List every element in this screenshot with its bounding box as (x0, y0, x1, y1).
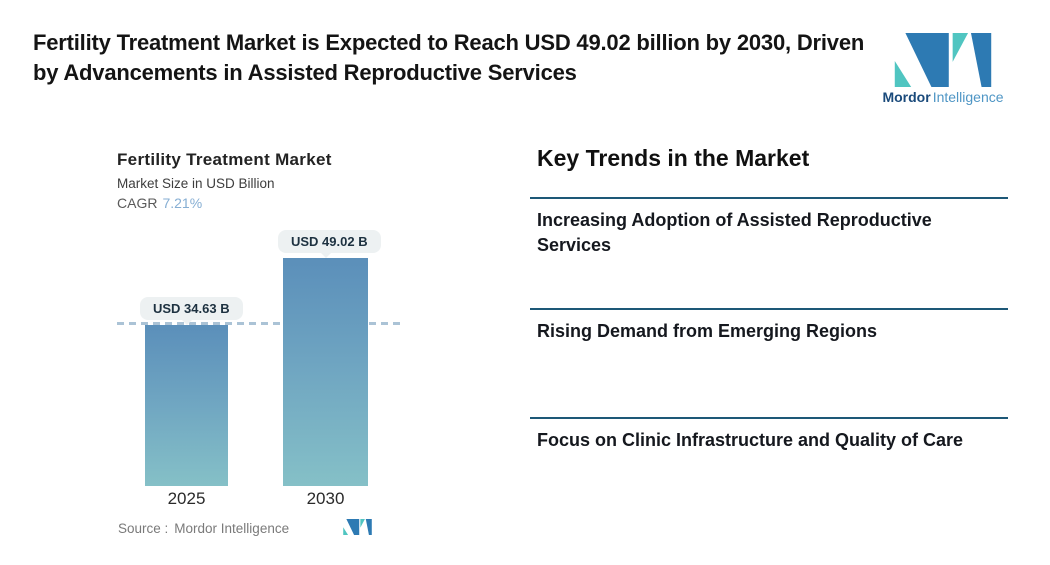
brand-name-bold: Mordor (882, 89, 931, 105)
source-label: Source : (118, 521, 169, 536)
chart-subtitle: Market Size in USD Billion (117, 176, 275, 191)
bar-value-label-2030: USD 49.02 B (278, 230, 381, 258)
x-axis-label-2025: 2025 (167, 489, 206, 508)
brand-logo: Mordor Intelligence (880, 33, 1006, 105)
brand-name: Mordor Intelligence (880, 89, 1006, 105)
trend-item: Focus on Clinic Infrastructure and Quali… (537, 430, 964, 450)
cagr-value: 7.21% (162, 195, 203, 211)
bar-2030 (283, 258, 368, 486)
trends-heading: Key Trends in the Market (537, 145, 810, 171)
bar-value-pill: USD 34.63 B (140, 297, 243, 320)
bar-2025 (145, 325, 228, 486)
bar-value-label-2025: USD 34.63 B (140, 297, 243, 325)
trend-divider (530, 417, 1008, 419)
trend-item: Rising Demand from Emerging Regions (537, 321, 878, 341)
brand-name-light: Intelligence (932, 89, 1004, 105)
page-title: Fertility Treatment Market is Expected t… (33, 30, 865, 85)
source-logo-icon (343, 519, 372, 540)
bar-value-pill: USD 49.02 B (278, 230, 381, 253)
source-value: Mordor Intelligence (174, 521, 290, 536)
trend-divider (530, 308, 1008, 310)
chart-title: Fertility Treatment Market (117, 150, 332, 169)
source-attribution: Source : Mordor Intelligence (118, 521, 289, 536)
pill-notch (319, 252, 332, 258)
cagr-label: CAGR (117, 195, 158, 211)
x-axis-label-2030: 2030 (306, 489, 345, 508)
reference-dashed-line (117, 322, 400, 325)
pill-notch (181, 319, 193, 325)
mordor-intelligence-logo-icon (894, 33, 992, 87)
chart-cagr: CAGR 7.21% (117, 195, 202, 211)
trend-divider (530, 197, 1008, 199)
mordor-intelligence-mark-icon (343, 519, 372, 535)
trend-item: Increasing Adoption of Assisted Reproduc… (537, 210, 932, 255)
